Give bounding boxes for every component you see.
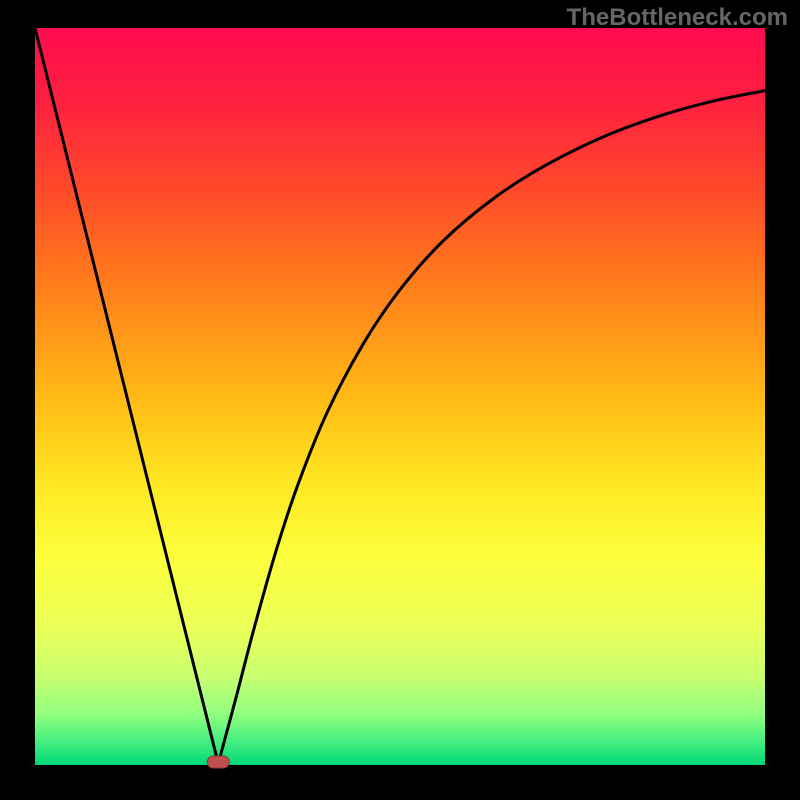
- bottleneck-chart: [0, 0, 800, 800]
- chart-container: TheBottleneck.com: [0, 0, 800, 800]
- gradient-background: [35, 28, 765, 765]
- minimum-marker: [207, 756, 229, 768]
